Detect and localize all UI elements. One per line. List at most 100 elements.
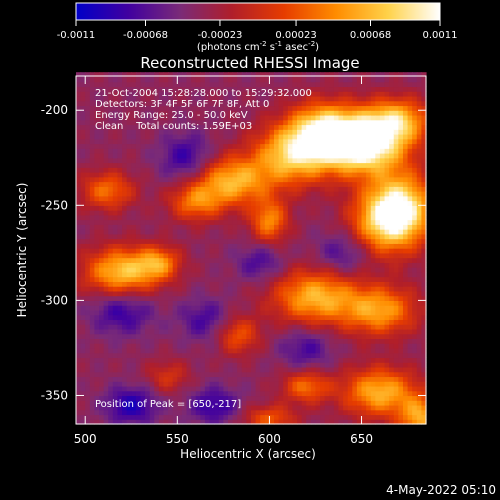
heatmap-cell xyxy=(301,214,307,221)
heatmap-cell xyxy=(214,176,220,183)
heatmap-cell xyxy=(108,371,114,378)
heatmap-cell xyxy=(191,157,197,164)
heatmap-cell xyxy=(154,305,160,311)
heatmap-cell xyxy=(112,409,119,416)
heatmap-cell xyxy=(218,167,224,173)
heatmap-cell xyxy=(227,134,234,140)
heatmap-cell xyxy=(315,172,321,178)
heatmap-cell xyxy=(223,414,229,420)
heatmap-cell xyxy=(158,286,165,292)
heatmap-cell xyxy=(195,319,201,325)
heatmap-cell xyxy=(112,86,119,92)
heatmap-cell xyxy=(163,414,169,420)
heatmap-cell xyxy=(149,172,155,178)
heatmap-cell xyxy=(315,95,321,102)
heatmap-cell xyxy=(315,419,321,425)
heatmap-cell xyxy=(278,333,284,340)
heatmap-cell xyxy=(94,352,100,359)
heatmap-cell xyxy=(154,395,160,401)
heatmap-cell xyxy=(200,172,206,178)
heatmap-cell xyxy=(241,385,247,392)
heatmap-cell xyxy=(237,72,243,78)
heatmap-cell xyxy=(103,314,109,321)
heatmap-cell xyxy=(375,219,381,225)
heatmap-cell xyxy=(108,319,114,325)
heatmap-cell xyxy=(237,366,243,373)
heatmap-cell xyxy=(274,72,280,78)
heatmap-cell xyxy=(324,119,330,126)
heatmap-cell xyxy=(301,95,307,102)
heatmap-cell xyxy=(117,124,123,130)
heatmap-cell xyxy=(163,124,169,130)
heatmap-cell xyxy=(181,257,188,263)
heatmap-cell xyxy=(177,252,183,259)
heatmap-cell xyxy=(246,352,252,359)
heatmap-cell xyxy=(241,110,247,116)
heatmap-cell xyxy=(237,324,243,330)
heatmap-cell xyxy=(246,362,252,368)
heatmap-cell xyxy=(191,252,197,259)
heatmap-cell xyxy=(241,134,247,140)
heatmap-cell xyxy=(375,95,381,102)
heatmap-cell xyxy=(126,300,132,306)
heatmap-cell xyxy=(126,114,132,121)
heatmap-cell xyxy=(163,233,169,240)
heatmap-cell xyxy=(301,119,307,126)
heatmap-cell xyxy=(168,257,174,263)
heatmap-cell xyxy=(76,324,82,330)
heatmap-cell xyxy=(352,267,358,273)
heatmap-cell xyxy=(80,243,86,249)
heatmap-cell xyxy=(99,267,105,273)
heatmap-cell xyxy=(356,419,363,425)
heatmap-cell xyxy=(361,347,367,354)
heatmap-cell xyxy=(255,100,261,107)
heatmap-cell xyxy=(232,305,238,311)
heatmap-cell xyxy=(195,414,201,420)
heatmap-cell xyxy=(140,138,146,145)
heatmap-cell xyxy=(191,376,197,382)
heatmap-cell xyxy=(191,305,197,311)
heatmap-cell xyxy=(168,305,174,311)
heatmap-cell xyxy=(310,205,317,211)
heatmap-cell xyxy=(223,229,229,235)
heatmap-cell xyxy=(99,219,105,225)
heatmap-cell xyxy=(99,243,105,249)
heatmap-cell xyxy=(246,343,252,349)
heatmap-cell xyxy=(76,352,82,359)
heatmap-cell xyxy=(269,210,275,216)
heatmap-cell xyxy=(269,114,275,121)
heatmap-cell xyxy=(379,257,386,263)
heatmap-cell xyxy=(117,210,123,216)
heatmap-cell xyxy=(356,95,363,102)
heatmap-cell xyxy=(287,205,294,211)
heatmap-cell xyxy=(343,191,349,197)
heatmap-cell xyxy=(223,257,229,263)
heatmap-cell xyxy=(126,343,132,349)
heatmap-cell xyxy=(338,143,344,149)
heatmap-cell xyxy=(301,328,307,335)
heatmap-cell xyxy=(158,319,165,325)
heatmap-cell xyxy=(76,214,82,221)
heatmap-cell xyxy=(135,414,142,420)
heatmap-cell xyxy=(204,333,211,340)
heatmap-cell xyxy=(370,162,376,168)
heatmap-cell xyxy=(227,210,234,216)
heatmap-cell xyxy=(200,276,206,282)
heatmap-cell xyxy=(218,290,224,297)
heatmap-cell xyxy=(149,233,155,240)
heatmap-cell xyxy=(269,124,275,130)
heatmap-cell xyxy=(76,343,82,349)
heatmap-cell xyxy=(287,86,294,92)
heatmap-cell xyxy=(80,324,86,330)
heatmap-cell xyxy=(85,409,91,416)
heatmap-cell xyxy=(255,86,261,92)
heatmap-cell xyxy=(306,95,312,102)
heatmap-cell xyxy=(329,281,335,287)
heatmap-cell xyxy=(338,352,344,359)
heatmap-cell xyxy=(301,172,307,178)
heatmap-cell xyxy=(379,338,386,344)
heatmap-cell xyxy=(375,395,381,401)
heatmap-cell xyxy=(135,143,142,149)
heatmap-cell xyxy=(347,300,353,306)
heatmap-cell xyxy=(246,129,252,135)
